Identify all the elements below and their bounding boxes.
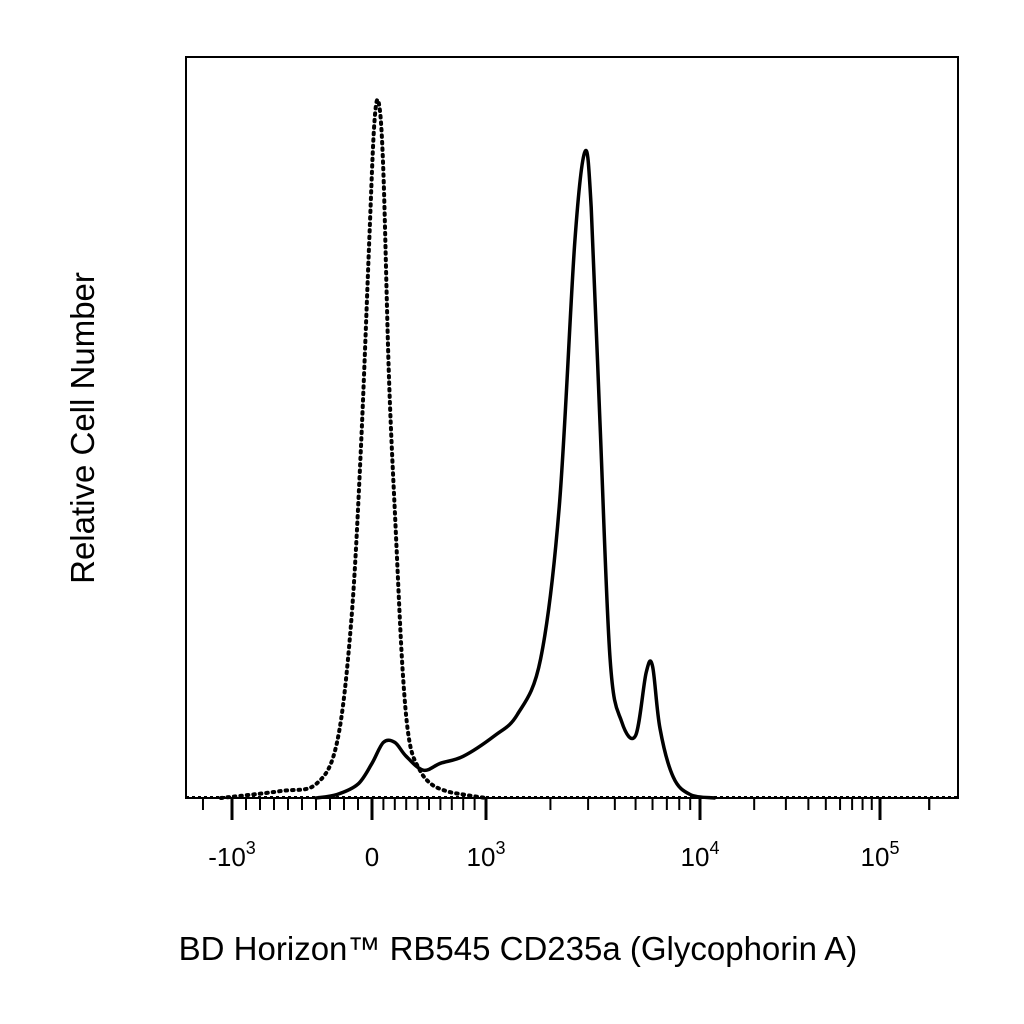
x-tick-label: 104 (681, 838, 720, 872)
x-tick-label: 0 (365, 842, 379, 872)
x-tick-label-base: 10 (467, 842, 496, 872)
x-axis-tick-labels: -103 0 103 104 105 (208, 838, 899, 872)
x-axis-minor-ticks (201, 798, 931, 810)
x-tick-label-base: -10 (208, 842, 246, 872)
x-tick-label-exponent: 5 (889, 838, 899, 858)
x-tick-label-exponent: 4 (709, 838, 719, 858)
series-layer (186, 97, 958, 800)
y-axis-title: Relative Cell Number (64, 272, 101, 584)
x-tick-label-base: 0 (365, 842, 379, 872)
x-tick-label: 103 (467, 838, 506, 872)
stained-histogram-line (314, 148, 717, 800)
x-tick-label-exponent: 3 (246, 838, 256, 858)
x-tick-label-base: 10 (861, 842, 890, 872)
x-tick-label-base: 10 (681, 842, 710, 872)
x-tick-label: -103 (208, 838, 256, 872)
plot-frame (185, 56, 959, 799)
control-histogram-line (219, 97, 488, 800)
x-tick-label: 105 (861, 838, 900, 872)
x-axis-major-ticks (230, 798, 882, 820)
x-axis-title: BD Horizon™ RB545 CD235a (Glycophorin A) (179, 930, 858, 967)
x-tick-label-exponent: 3 (495, 838, 505, 858)
